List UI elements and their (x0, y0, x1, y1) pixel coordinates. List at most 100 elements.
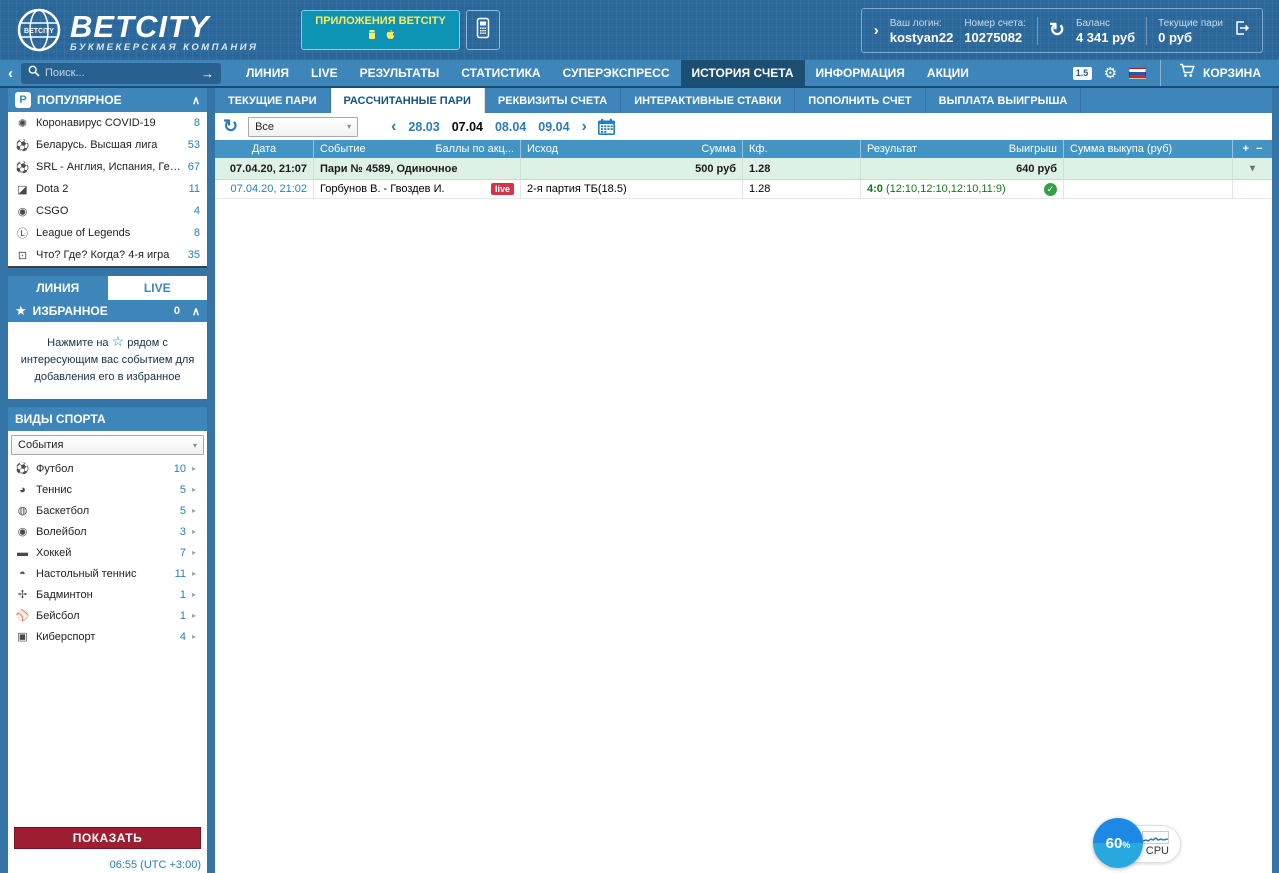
nav-item-statistics[interactable]: СТАТИСТИКА (461, 66, 541, 80)
cart-button[interactable]: КОРЗИНА (1160, 60, 1279, 86)
refresh-icon[interactable]: ↻ (223, 116, 239, 136)
tab-settled-bets[interactable]: РАССЧИТАННЫЕ ПАРИ (330, 88, 485, 113)
sport-item-tennis[interactable]: ◕ Теннис 5 ▸ (8, 479, 207, 500)
popular-collapse-icon[interactable]: ∧ (191, 94, 200, 107)
date-28-03[interactable]: 28.03 (408, 119, 440, 134)
sport-item-hockey[interactable]: ▬ Хоккей 7 ▸ (8, 542, 207, 563)
login-label: Ваш логин: (889, 17, 942, 29)
bet-coef: 1.28 (742, 158, 860, 180)
search-submit-icon[interactable]: → (201, 65, 214, 81)
chevron-down-icon: ▾ (347, 122, 352, 131)
next-date-icon[interactable]: › (581, 117, 587, 135)
popular-item-lol[interactable]: Ⓛ League of Legends 8 (8, 222, 207, 244)
expand-arrow-icon: ▸ (192, 569, 197, 578)
search-input[interactable] (45, 67, 196, 79)
col-date[interactable]: Дата (215, 140, 313, 158)
popular-item-srl[interactable]: ⚽ SRL - Англия, Испания, Гер... 67 (8, 156, 207, 178)
popular-panel: P ПОПУЛЯРНОЕ ∧ ✺ Коронавирус COVID-19 8 … (8, 88, 207, 268)
expand-all-icon[interactable]: + (1242, 143, 1249, 155)
balance-refresh-icon[interactable]: ↻ (1049, 20, 1065, 41)
football-icon: ⚽ (15, 463, 30, 475)
sport-item-badminton[interactable]: ✢ Бадминтон 1 ▸ (8, 584, 207, 605)
search-box: → (21, 62, 221, 84)
tab-live[interactable]: LIVE (107, 276, 207, 300)
odds-format-badge[interactable]: 1.5 (1072, 66, 1092, 80)
col-event[interactable]: Событие (320, 143, 366, 155)
nav-back-icon[interactable]: ‹ (8, 64, 13, 82)
phone-icon (476, 17, 490, 44)
nav-item-promotions[interactable]: АКЦИИ (926, 66, 969, 80)
prev-date-icon[interactable]: ‹ (391, 117, 397, 135)
col-result[interactable]: Результат (867, 143, 918, 155)
popular-item-dota2[interactable]: ◪ Dota 2 11 (8, 178, 207, 200)
language-flag-ru[interactable] (1129, 67, 1147, 79)
event-date: 07.04.20, 21:02 (215, 180, 313, 199)
soccer-icon: ⚽ (15, 139, 30, 152)
tab-line[interactable]: ЛИНИЯ (8, 276, 108, 300)
account-expand-arrow[interactable]: › (873, 22, 879, 39)
sports-header: ВИДЫ СПОРТА (8, 407, 207, 431)
nav-item-account-history[interactable]: ИСТОРИЯ СЧЕТА (680, 60, 805, 86)
events-filter-select[interactable]: События ▾ (11, 435, 204, 455)
event-score-detail: (12:10,12:10,12:10,11:9) (885, 183, 1006, 195)
date-08-04[interactable]: 08.04 (494, 119, 527, 134)
tab-withdrawal[interactable]: ВЫПЛАТА ВЫИГРЫША (926, 88, 1082, 113)
current-bets-value: 0 руб (1158, 29, 1192, 45)
nav-item-liniya[interactable]: ЛИНИЯ (246, 66, 289, 80)
favorites-collapse-icon[interactable]: ∧ (191, 305, 200, 318)
nav-menu: ЛИНИЯ LIVE РЕЗУЛЬТАТЫ СТАТИСТИКА СУПЕРЭК… (235, 60, 980, 86)
settings-gear-icon[interactable]: ⚙ (1103, 65, 1118, 82)
col-win[interactable]: Выигрыш (1008, 143, 1057, 155)
date-09-04[interactable]: 09.04 (538, 119, 570, 134)
collapse-all-icon[interactable]: − (1256, 143, 1263, 155)
sport-item-basketball[interactable]: ◍ Баскетбол 5 ▸ (8, 500, 207, 521)
mobile-version-button[interactable] (466, 10, 500, 50)
event-score: 4:0 (867, 183, 883, 195)
nav-item-results[interactable]: РЕЗУЛЬТАТЫ (359, 66, 440, 80)
betcity-logo[interactable]: BETCITY BETCITY БУКМЕКЕРСКАЯ КОМПАНИЯ (16, 7, 258, 58)
col-promo-points[interactable]: Баллы по акц... (435, 143, 514, 155)
favorites-hint: Нажмите на ☆ рядом с интересующим вас со… (8, 322, 207, 399)
bet-type-select[interactable]: Все ▾ (248, 116, 359, 137)
nav-item-information[interactable]: ИНФОРМАЦИЯ (815, 66, 905, 80)
show-button[interactable]: ПОКАЗАТЬ (14, 827, 201, 849)
col-coef[interactable]: Кф. (742, 140, 860, 158)
nav-item-superexpress[interactable]: СУПЕРЭКСПРЕСС (562, 66, 670, 80)
calendar-icon[interactable] (597, 118, 616, 136)
tab-deposit[interactable]: ПОПОЛНИТЬ СЧЕТ (795, 88, 926, 113)
date-07-04[interactable]: 07.04 (451, 119, 483, 134)
cpu-monitor-widget[interactable]: CPU 60% (1093, 818, 1183, 868)
popular-item-csgo[interactable]: ◉ CSGO 4 (8, 200, 207, 222)
row-dropdown-icon[interactable]: ▾ (1249, 163, 1256, 174)
sport-item-table-tennis[interactable]: ◓ Настольный теннис 11 ▸ (8, 563, 207, 584)
popular-item-belarus-league[interactable]: ⚽ Беларусь. Высшая лига 53 (8, 134, 207, 156)
popular-item-chgk[interactable]: ⊡ Что? Где? Когда? 4-я игра 35 (8, 244, 207, 266)
event-name: Горбунов В. - Гвоздев И. (320, 183, 445, 195)
popular-header[interactable]: P ПОПУЛЯРНОЕ ∧ (8, 88, 207, 112)
sport-item-volleyball[interactable]: ◉ Волейбол 3 ▸ (8, 521, 207, 542)
local-time: 06:55 (UTC +3:00) (8, 859, 207, 873)
col-buyback[interactable]: Сумма выкупа (руб) (1063, 140, 1232, 158)
cpu-chart-icon (1142, 831, 1169, 844)
nav-item-live[interactable]: LIVE (310, 66, 338, 80)
sport-item-football[interactable]: ⚽ Футбол 10 ▸ (8, 458, 207, 479)
col-outcome[interactable]: Исход (527, 143, 559, 155)
star-icon: ★ (15, 303, 27, 318)
tab-current-bets[interactable]: ТЕКУЩИЕ ПАРИ (215, 88, 331, 113)
cpu-percent-badge[interactable]: 60% (1093, 818, 1143, 868)
col-amount[interactable]: Сумма (701, 143, 736, 155)
sport-item-esports[interactable]: ▣ Киберспорт 4 ▸ (8, 626, 207, 647)
favorites-header[interactable]: ★ ИЗБРАННОЕ 0 ∧ (8, 300, 207, 322)
expand-arrow-icon: ▸ (192, 527, 197, 536)
sport-item-baseball[interactable]: ⚾ Бейсбол 1 ▸ (8, 605, 207, 626)
win-check-icon: ✓ (1044, 182, 1057, 196)
apps-button[interactable]: ПРИЛОЖЕНИЯ BETCITY (301, 10, 460, 50)
favorites-count: 0 (173, 305, 180, 317)
tab-account-details[interactable]: РЕКВИЗИТЫ СЧЕТА (485, 88, 622, 113)
main-content: ТЕКУЩИЕ ПАРИ РАССЧИТАННЫЕ ПАРИ РЕКВИЗИТЫ… (215, 88, 1272, 873)
bet-summary-row[interactable]: 07.04.20, 21:07 Пари № 4589, Одиночное 5… (215, 158, 1272, 180)
logout-icon[interactable] (1234, 20, 1250, 41)
tab-interactive-bets[interactable]: ИНТЕРАКТИВНЫЕ СТАВКИ (621, 88, 796, 113)
popular-item-covid[interactable]: ✺ Коронавирус COVID-19 8 (8, 112, 207, 134)
expand-arrow-icon: ▸ (192, 548, 197, 557)
